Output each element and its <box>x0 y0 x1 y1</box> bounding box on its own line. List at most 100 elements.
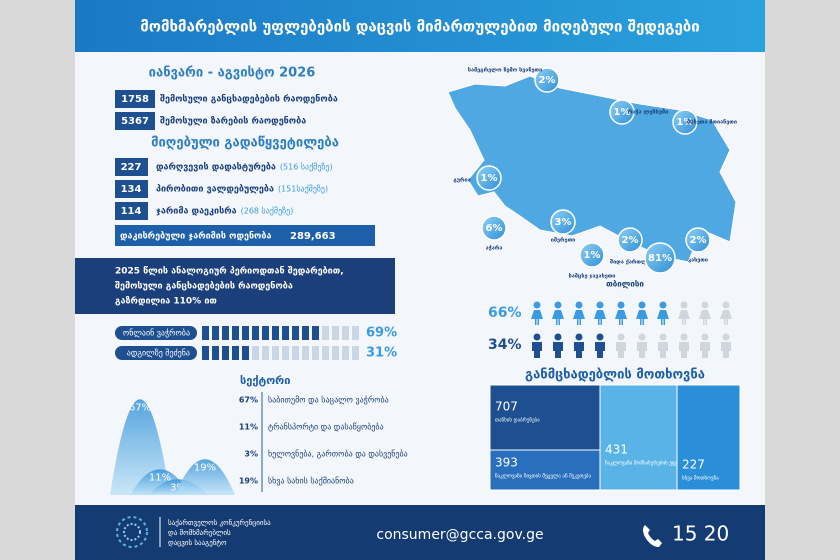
channel-cell <box>262 346 269 360</box>
channel-cell <box>242 346 249 360</box>
person-head <box>554 301 562 309</box>
region-share: 2% <box>539 75 556 86</box>
email: consumer@gcca.gov.ge <box>376 527 543 543</box>
sector-peak-label: 11% <box>149 472 171 483</box>
decision-label: დარღვევის დადასტურება <box>156 162 276 173</box>
person-body <box>699 310 711 325</box>
requests-heading: განმცხადებლის მოთხოვნა <box>525 368 705 383</box>
person-body <box>679 342 689 358</box>
person-head <box>722 301 730 309</box>
map <box>447 75 737 263</box>
channel-cell <box>272 346 279 360</box>
person-body <box>657 310 669 325</box>
sector-peak-label: 3% <box>170 482 186 493</box>
person-body <box>595 342 605 358</box>
region-share: 81% <box>648 253 672 264</box>
channel-cell <box>242 326 249 340</box>
request-number: 393 <box>495 456 518 470</box>
person-body <box>594 310 606 325</box>
channel-share: 69% <box>366 326 397 341</box>
request-label: თანხის დაბრუნება <box>495 417 540 424</box>
fine-amount: 289,663 <box>290 231 336 242</box>
person-head <box>722 333 730 341</box>
channel-cell <box>352 326 359 340</box>
sector-name: ტრანსპორტი და დასაწყობება <box>268 422 384 432</box>
channel-cell <box>222 346 229 360</box>
decision-cases: (151საქმეზე) <box>278 184 328 194</box>
region-share: 1% <box>584 250 601 261</box>
channel-cell <box>252 346 259 360</box>
request-box <box>599 384 678 491</box>
person-body <box>553 342 563 358</box>
request-label: ნაკლოვანი ნივთის შეცვლა ან შეკეთება <box>495 473 591 480</box>
sector-peak-label: 67% <box>129 402 151 413</box>
channel-cell <box>262 326 269 340</box>
person-body <box>552 310 564 325</box>
person-body <box>531 310 543 325</box>
sectors-heading: სექტორი <box>240 374 290 387</box>
region-bubble <box>685 227 711 253</box>
decision-number: 114 <box>121 206 142 217</box>
region-name: თბილისი <box>606 280 644 289</box>
channel-cell <box>342 346 349 360</box>
request-number: 707 <box>495 400 518 414</box>
channel-share: 31% <box>366 346 397 361</box>
person-body <box>532 342 542 358</box>
channel-cell <box>332 326 339 340</box>
decision-number: 227 <box>121 162 142 173</box>
channel-cell <box>312 346 319 360</box>
channel-pill <box>115 326 197 340</box>
region-bubble <box>579 242 605 268</box>
decision-number: 134 <box>121 184 142 195</box>
sector-share: 19% <box>239 477 258 486</box>
person-body <box>637 342 647 358</box>
region-name: აჭარა <box>486 245 503 252</box>
channel-cell <box>332 346 339 360</box>
channel-cell <box>232 346 239 360</box>
region-bubble <box>672 109 698 135</box>
channel-pill <box>115 346 197 360</box>
region-bubble <box>476 165 502 191</box>
person-head <box>659 301 667 309</box>
region-name: სამცხე ჯავახეთი <box>569 274 616 280</box>
sector-name: სხვა სახის საქმიანობა <box>268 476 354 486</box>
gender-share: 66% <box>488 305 522 321</box>
total-label: შემოსული განცხადებების რაოდენობა <box>160 94 338 105</box>
person-body <box>574 342 584 358</box>
channel-cell <box>322 346 329 360</box>
header <box>75 0 765 52</box>
person-head <box>596 301 604 309</box>
region-name: იმერეთი <box>551 237 576 244</box>
decision-label: პირობითი ვალდებულება <box>156 184 274 195</box>
request-label: ნაკლოვანი მომსახურების უფასოდ აღმოფხვრა <box>605 460 720 467</box>
person-head <box>596 333 604 341</box>
comparison-line: შემოსული განცხადებების რაოდენობა <box>115 281 293 292</box>
region-name: მცხეთა მთიანეთი <box>687 120 737 126</box>
region-share: 1% <box>614 107 631 118</box>
person-head <box>680 301 688 309</box>
person-head <box>701 333 709 341</box>
region-share: 2% <box>690 235 707 246</box>
title: მომხმარებლის უფლებების დაცვის მიმართულებ… <box>140 18 699 36</box>
decision-cases: (268 საქმეზე) <box>241 206 294 216</box>
channel-cell <box>252 326 259 340</box>
region-bubble <box>481 215 507 241</box>
channel-cell <box>272 326 279 340</box>
person-body <box>615 310 627 325</box>
sector-share: 11% <box>239 423 258 432</box>
channel-cell <box>292 346 299 360</box>
agency-name: და მომხმარებლის <box>168 528 231 537</box>
total-label: შემოსული ზარების რაოდენობა <box>160 116 306 127</box>
person-head <box>533 301 541 309</box>
sector-name: ხელოვნება, გართობა და დასვენება <box>268 449 408 459</box>
comparison-line: 2025 წლის ანალოგიურ პერიოდთან შედარებით, <box>115 266 344 277</box>
total-number: 1758 <box>121 94 149 105</box>
region-name: კახეთი <box>688 258 708 264</box>
number-box <box>115 158 148 176</box>
person-body <box>636 310 648 325</box>
region-bubble <box>617 227 643 253</box>
fine-label: დაკისრებული ჯარიმის ოდენობა <box>120 231 271 242</box>
number-box <box>115 202 148 220</box>
